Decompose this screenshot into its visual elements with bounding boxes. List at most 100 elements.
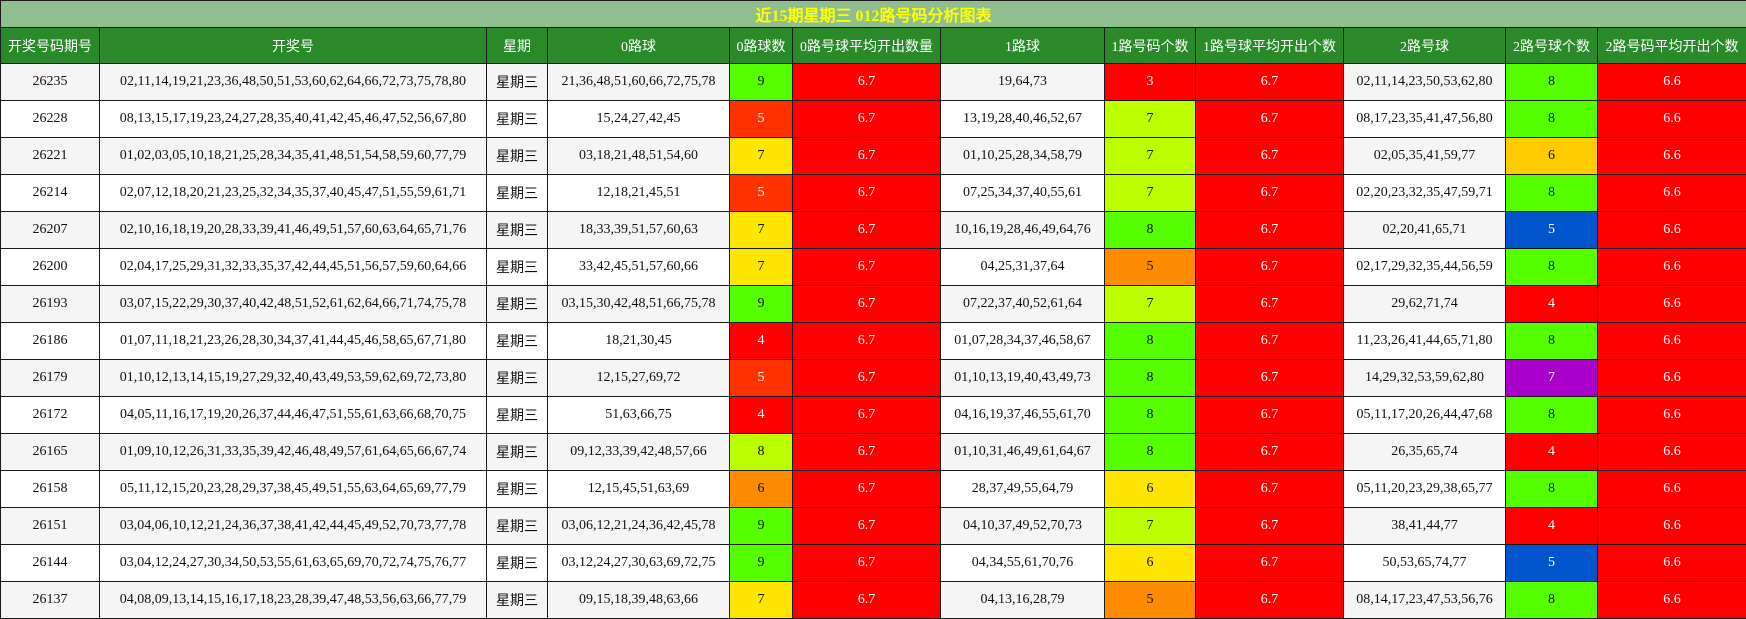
road0-avg-cell: 6.7 <box>793 138 941 175</box>
road0-avg-cell: 6.7 <box>793 101 941 138</box>
issue-cell: 26151 <box>1 508 100 545</box>
road2-avg-cell: 6.6 <box>1598 397 1746 434</box>
road0-count-cell: 5 <box>730 101 793 138</box>
road2-avg-cell: 6.6 <box>1598 434 1746 471</box>
road2-count-cell: 8 <box>1506 397 1598 434</box>
weekday-cell: 星期三 <box>487 471 548 508</box>
road1-count-cell: 7 <box>1105 101 1196 138</box>
weekday-cell: 星期三 <box>487 360 548 397</box>
road1-avg-cell: 6.7 <box>1196 286 1344 323</box>
numbers-cell: 01,10,12,13,14,15,19,27,29,32,40,43,49,5… <box>100 360 487 397</box>
header-road2-balls: 2路号球 <box>1344 28 1506 64</box>
weekday-cell: 星期三 <box>487 434 548 471</box>
issue-cell: 26172 <box>1 397 100 434</box>
road2-avg-cell: 6.6 <box>1598 545 1746 582</box>
numbers-cell: 02,10,16,18,19,20,28,33,39,41,46,49,51,5… <box>100 212 487 249</box>
header-road1-balls: 1路球 <box>941 28 1105 64</box>
issue-cell: 26193 <box>1 286 100 323</box>
road1-balls-cell: 04,34,55,61,70,76 <box>941 545 1105 582</box>
road0-avg-cell: 6.7 <box>793 64 941 101</box>
issue-cell: 26158 <box>1 471 100 508</box>
road2-avg-cell: 6.6 <box>1598 323 1746 360</box>
road1-avg-cell: 6.7 <box>1196 471 1344 508</box>
weekday-cell: 星期三 <box>487 138 548 175</box>
road1-count-cell: 6 <box>1105 545 1196 582</box>
road2-balls-cell: 08,14,17,23,47,53,56,76 <box>1344 582 1506 619</box>
road2-balls-cell: 05,11,17,20,26,44,47,68 <box>1344 397 1506 434</box>
road1-balls-cell: 01,10,13,19,40,43,49,73 <box>941 360 1105 397</box>
road0-avg-cell: 6.7 <box>793 360 941 397</box>
road0-avg-cell: 6.7 <box>793 434 941 471</box>
road1-balls-cell: 01,07,28,34,37,46,58,67 <box>941 323 1105 360</box>
weekday-cell: 星期三 <box>487 323 548 360</box>
road0-balls-cell: 12,15,27,69,72 <box>548 360 730 397</box>
road0-count-cell: 5 <box>730 175 793 212</box>
road1-avg-cell: 6.7 <box>1196 545 1344 582</box>
road0-count-cell: 4 <box>730 397 793 434</box>
numbers-cell: 05,11,12,15,20,23,28,29,37,38,45,49,51,5… <box>100 471 487 508</box>
numbers-cell: 03,07,15,22,29,30,37,40,42,48,51,52,61,6… <box>100 286 487 323</box>
numbers-cell: 02,11,14,19,21,23,36,48,50,51,53,60,62,6… <box>100 64 487 101</box>
road2-avg-cell: 6.6 <box>1598 249 1746 286</box>
road0-avg-cell: 6.7 <box>793 249 941 286</box>
road1-avg-cell: 6.7 <box>1196 249 1344 286</box>
road2-avg-cell: 6.6 <box>1598 286 1746 323</box>
road0-avg-cell: 6.7 <box>793 286 941 323</box>
road1-count-cell: 8 <box>1105 397 1196 434</box>
road2-count-cell: 7 <box>1506 360 1598 397</box>
road0-avg-cell: 6.7 <box>793 582 941 619</box>
road1-count-cell: 8 <box>1105 360 1196 397</box>
road1-avg-cell: 6.7 <box>1196 582 1344 619</box>
road2-count-cell: 8 <box>1506 582 1598 619</box>
issue-cell: 26207 <box>1 212 100 249</box>
issue-cell: 26165 <box>1 434 100 471</box>
road1-count-cell: 8 <box>1105 212 1196 249</box>
road1-avg-cell: 6.7 <box>1196 138 1344 175</box>
road0-avg-cell: 6.7 <box>793 397 941 434</box>
road0-count-cell: 9 <box>730 545 793 582</box>
road2-avg-cell: 6.6 <box>1598 582 1746 619</box>
issue-cell: 26186 <box>1 323 100 360</box>
road0-avg-cell: 6.7 <box>793 508 941 545</box>
weekday-cell: 星期三 <box>487 545 548 582</box>
numbers-cell: 03,04,12,24,27,30,34,50,53,55,61,63,65,6… <box>100 545 487 582</box>
road2-balls-cell: 02,11,14,23,50,53,62,80 <box>1344 64 1506 101</box>
road2-avg-cell: 6.6 <box>1598 360 1746 397</box>
weekday-cell: 星期三 <box>487 397 548 434</box>
road1-avg-cell: 6.7 <box>1196 175 1344 212</box>
road2-balls-cell: 02,05,35,41,59,77 <box>1344 138 1506 175</box>
weekday-cell: 星期三 <box>487 286 548 323</box>
road1-avg-cell: 6.7 <box>1196 508 1344 545</box>
road0-count-cell: 4 <box>730 323 793 360</box>
road2-avg-cell: 6.6 <box>1598 101 1746 138</box>
road0-count-cell: 5 <box>730 360 793 397</box>
road0-balls-cell: 15,24,27,42,45 <box>548 101 730 138</box>
road1-balls-cell: 07,25,34,37,40,55,61 <box>941 175 1105 212</box>
road1-balls-cell: 19,64,73 <box>941 64 1105 101</box>
road1-balls-cell: 07,22,37,40,52,61,64 <box>941 286 1105 323</box>
road0-balls-cell: 12,18,21,45,51 <box>548 175 730 212</box>
road2-count-cell: 8 <box>1506 471 1598 508</box>
road0-count-cell: 9 <box>730 508 793 545</box>
road1-avg-cell: 6.7 <box>1196 212 1344 249</box>
issue-cell: 26179 <box>1 360 100 397</box>
header-row: 开奖号码期号 开奖号 星期 0路球 0路球数 0路号球平均开出数量 1路球 1路… <box>1 28 1746 64</box>
road0-count-cell: 7 <box>730 249 793 286</box>
header-issue: 开奖号码期号 <box>1 28 100 64</box>
road2-balls-cell: 02,20,23,32,35,47,59,71 <box>1344 175 1506 212</box>
road2-balls-cell: 26,35,65,74 <box>1344 434 1506 471</box>
road0-balls-cell: 09,15,18,39,48,63,66 <box>548 582 730 619</box>
road2-count-cell: 4 <box>1506 434 1598 471</box>
road0-count-cell: 9 <box>730 64 793 101</box>
issue-cell: 26137 <box>1 582 100 619</box>
header-road1-count: 1路号码个数 <box>1105 28 1196 64</box>
numbers-cell: 01,07,11,18,21,23,26,28,30,34,37,41,44,4… <box>100 323 487 360</box>
issue-cell: 26200 <box>1 249 100 286</box>
header-road0-balls: 0路球 <box>548 28 730 64</box>
road0-balls-cell: 18,21,30,45 <box>548 323 730 360</box>
